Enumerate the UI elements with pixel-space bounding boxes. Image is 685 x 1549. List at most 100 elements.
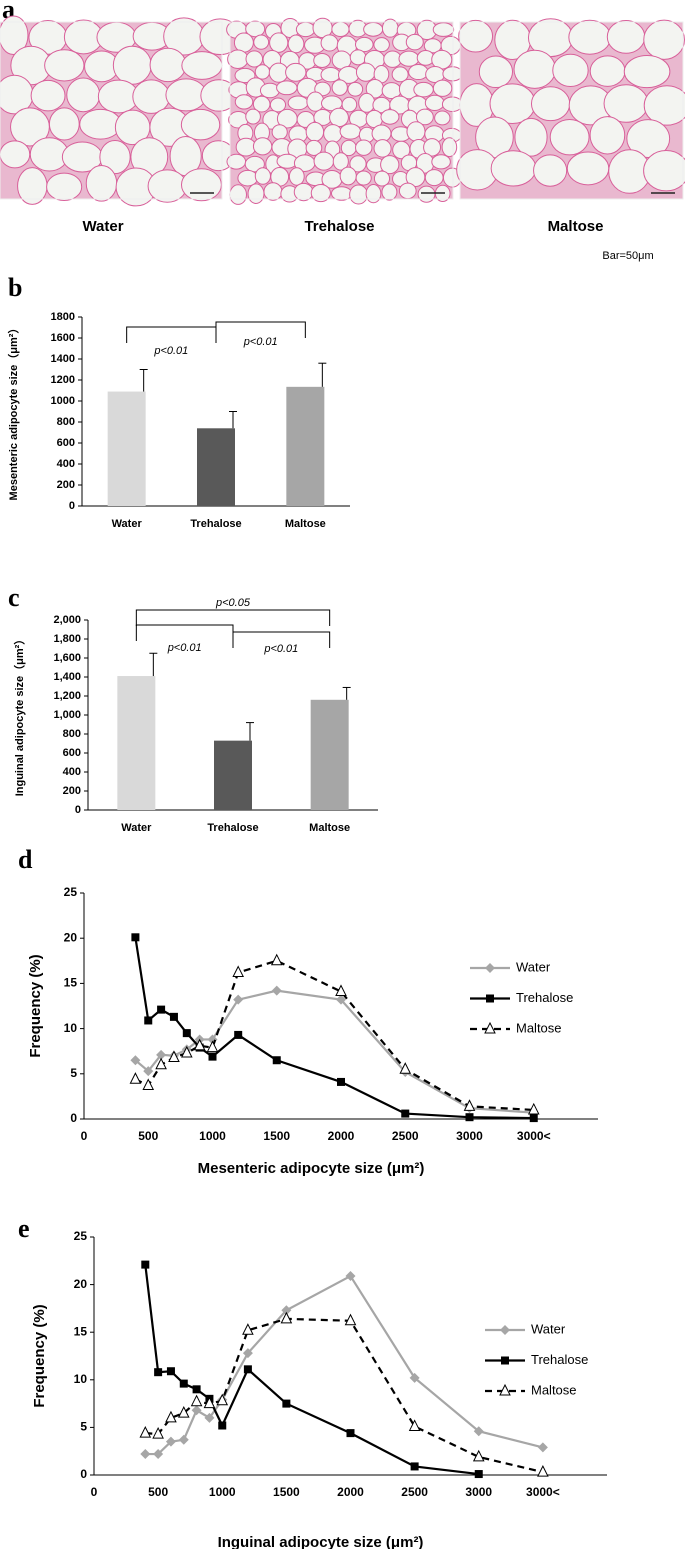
significance-bracket — [135, 624, 234, 641]
point-marker — [344, 1313, 357, 1326]
y-tick-label: 5 — [70, 1066, 77, 1080]
image-clip-edge — [459, 21, 684, 200]
adipocyte — [568, 19, 612, 55]
adipocyte — [48, 107, 80, 141]
adipocyte — [112, 45, 152, 85]
adipocyte — [99, 139, 131, 175]
adipocyte — [373, 37, 390, 53]
adipocyte — [643, 85, 685, 126]
legend-label: Water — [531, 1321, 566, 1336]
adipocyte — [245, 20, 266, 38]
y-tick-label: 800 — [63, 728, 81, 740]
point-marker — [272, 1056, 281, 1065]
image-label: Trehalose — [304, 218, 374, 235]
point-marker — [191, 1405, 202, 1416]
y-tick-label: 1,200 — [53, 690, 81, 702]
y-tick-label: 200 — [63, 785, 81, 797]
adipocyte — [293, 182, 314, 202]
adipocyte — [180, 168, 222, 202]
point-marker — [486, 994, 494, 1003]
adipocyte — [349, 155, 367, 173]
adipocyte — [398, 50, 420, 67]
point-marker — [271, 985, 282, 996]
point-marker — [153, 1449, 164, 1460]
y-tick-label: 0 — [75, 804, 81, 816]
adipocyte — [417, 185, 436, 203]
y-tick-label: 200 — [57, 479, 75, 491]
adipocyte — [365, 184, 382, 204]
legend-label: Maltose — [516, 1020, 562, 1035]
adipocyte — [355, 139, 373, 156]
adipocyte — [313, 52, 331, 68]
image-label: Maltose — [548, 218, 604, 235]
x-tick-label: 3000< — [517, 1129, 551, 1143]
adipocyte — [549, 118, 590, 156]
adipocyte — [285, 62, 307, 82]
x-tick-label: Water — [121, 822, 152, 834]
point-marker — [345, 1271, 356, 1282]
adipocyte — [589, 116, 626, 155]
adipocyte — [181, 51, 223, 80]
adipocyte — [380, 155, 400, 175]
point-marker — [242, 1323, 254, 1335]
point-marker — [193, 1038, 206, 1051]
histology-image — [226, 17, 463, 205]
point-marker — [131, 933, 140, 942]
point-marker — [527, 1102, 540, 1115]
point-marker — [234, 1030, 243, 1039]
adipocyte — [329, 107, 349, 128]
point-marker — [157, 1005, 166, 1014]
point-marker — [499, 1383, 511, 1396]
series-line — [134, 937, 534, 1120]
adipocyte — [589, 55, 626, 87]
adipocyte — [46, 172, 83, 202]
adipocyte — [233, 32, 254, 53]
adipocyte — [533, 154, 568, 187]
legend-label: Trehalose — [531, 1352, 588, 1367]
significance-label: p<0.01 — [153, 345, 188, 357]
adipocyte — [323, 124, 343, 144]
point-marker — [529, 1114, 538, 1123]
adipocyte — [320, 67, 341, 83]
point-marker — [143, 1066, 154, 1077]
adipocyte — [341, 96, 358, 113]
adipocyte — [305, 121, 325, 142]
adipocyte — [227, 49, 249, 70]
adipocyte — [566, 151, 610, 186]
point-marker — [156, 1049, 167, 1060]
point-marker — [270, 953, 283, 966]
point-marker — [336, 994, 346, 1005]
y-tick-label: 0 — [80, 1467, 87, 1481]
point-marker — [166, 1367, 175, 1376]
point-marker — [501, 1356, 509, 1365]
adipocyte — [458, 19, 494, 53]
adipocyte — [363, 22, 384, 37]
bar — [310, 699, 349, 810]
adipocyte — [0, 140, 31, 169]
image-clip-edge — [0, 21, 223, 200]
scale-note: Bar=50μm — [602, 250, 653, 262]
x-tick-label: Trehalose — [190, 518, 241, 530]
point-marker — [169, 1012, 178, 1021]
point-marker — [484, 1021, 496, 1034]
adipocyte — [347, 81, 364, 97]
point-marker — [180, 1045, 193, 1058]
adipocyte — [271, 124, 288, 141]
legend-label: Trehalose — [516, 990, 573, 1005]
adipocyte — [380, 109, 400, 125]
bar — [117, 676, 156, 810]
point-marker — [346, 1429, 355, 1438]
point-marker — [204, 1412, 215, 1423]
adipocyte — [552, 53, 589, 88]
adipocyte — [247, 183, 265, 204]
point-marker — [129, 1072, 142, 1084]
adipocyte — [132, 79, 171, 114]
point-marker — [178, 1434, 189, 1445]
significance-label: p<0.01 — [167, 642, 202, 654]
y-tick-label: 10 — [74, 1372, 88, 1386]
point-marker — [537, 1465, 549, 1477]
point-marker — [130, 1055, 141, 1066]
adipocyte — [287, 95, 309, 111]
point-marker — [154, 1368, 163, 1377]
point-marker — [463, 1099, 476, 1111]
